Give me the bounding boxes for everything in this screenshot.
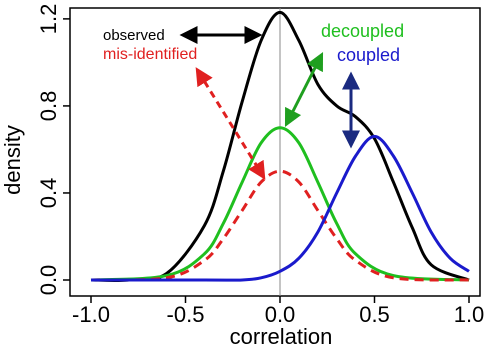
x-tick-label: 1.0 [454,302,484,327]
y-tick-label: 1.2 [36,4,61,35]
x-tick-label: 0.5 [359,302,390,327]
y-axis-title: density [0,125,25,195]
x-tick-label: -0.5 [167,302,205,327]
annotation-mis-identified: mis-identified [103,46,197,63]
decoupled-arrow [284,51,324,128]
x-tick-label: -1.0 [72,302,110,327]
annotation-observed: observed [103,27,165,44]
series-line-decoupled [90,126,470,282]
series-line-coupled [91,134,470,282]
annotation-decoupled: decoupled [321,21,404,41]
x-axis-title: correlation [230,324,333,349]
y-tick-label: 0.0 [36,265,61,296]
x-tick-label: 0.0 [265,302,296,327]
series-lines [90,10,470,282]
mis-identified-arrow [195,67,266,180]
plot-frame [69,7,481,297]
axis-ticks: -1.0 -0.5 0.0 0.5 1.0 0.0 0.4 0.8 1.2 [36,4,484,327]
y-tick-label: 0.4 [36,178,61,209]
series-line-observed [90,10,470,282]
annotation-coupled: coupled [337,45,400,65]
y-tick-label: 0.8 [36,91,61,122]
